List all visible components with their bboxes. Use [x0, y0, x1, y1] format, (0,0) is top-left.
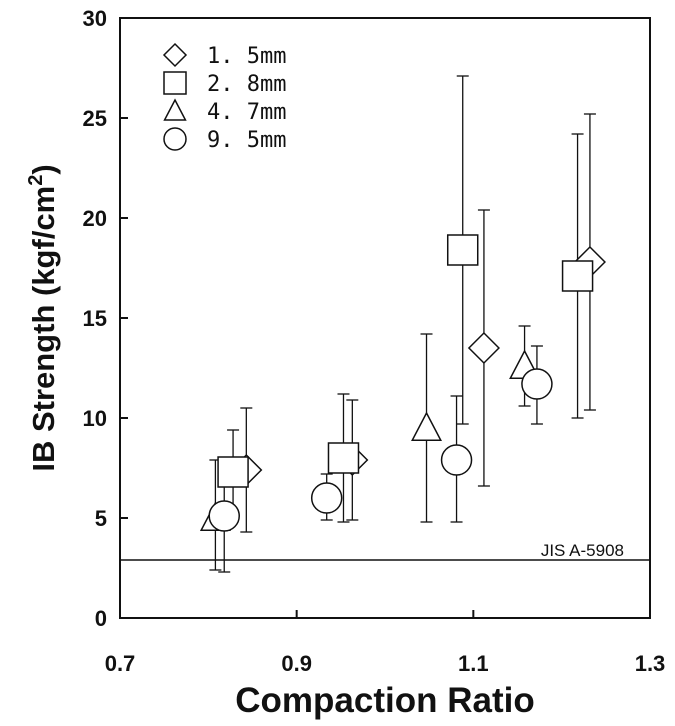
- data-point-9-5mm: [310, 482, 343, 514]
- y-axis-title-main: IB Strength (kgf/cm: [26, 186, 61, 472]
- y-tick-label: 25: [83, 106, 107, 131]
- y-tick-label: 5: [95, 506, 107, 531]
- data-markers: [199, 234, 606, 532]
- legend-label-2-8mm: 2. 8mm: [207, 72, 286, 97]
- y-tick-label: 10: [83, 406, 107, 431]
- data-point-9-5mm: [440, 444, 473, 476]
- x-axis-title: Compaction Ratio: [235, 681, 534, 720]
- jis-reference-label: JIS A-5908: [541, 541, 624, 560]
- legend-label-4-7mm: 4. 7mm: [207, 100, 286, 125]
- y-tick-label: 20: [83, 206, 107, 231]
- data-point-4-7mm: [411, 411, 443, 442]
- legend-marker-1-5mm: [162, 42, 188, 68]
- x-tick-label: 1.3: [635, 651, 666, 676]
- legend-label-9-5mm: 9. 5mm: [207, 128, 286, 153]
- y-axis: 0 5 10 15 20 25 30: [83, 6, 128, 631]
- y-axis-title-superscript: 2: [25, 175, 47, 186]
- x-tick-label: 0.9: [281, 651, 312, 676]
- legend-marker-9-5mm: [163, 127, 187, 151]
- y-tick-label: 30: [83, 6, 107, 31]
- plot-frame: [119, 17, 651, 619]
- x-tick-label: 1.1: [458, 651, 489, 676]
- x-axis: 0.7 0.9 1.1 1.3: [105, 610, 666, 676]
- reference-group: JIS A-5908: [120, 541, 650, 561]
- x-tick-label: 0.7: [105, 651, 136, 676]
- y-axis-title: IB Strength (kgf/cm2): [25, 164, 61, 471]
- y-tick-label: 15: [83, 306, 107, 331]
- legend-marker-2-8mm: [163, 71, 187, 95]
- data-point-2-8mm: [217, 456, 249, 488]
- legend-label-1-5mm: 1. 5mm: [207, 44, 286, 69]
- data-point-2-8mm: [446, 234, 479, 266]
- y-tick-label: 0: [95, 606, 107, 631]
- data-point-1-5mm: [467, 331, 500, 365]
- data-point-2-8mm: [327, 442, 360, 474]
- legend: 1. 5mm 2. 8mm 4. 7mm 9. 5mm: [162, 42, 286, 153]
- data-point-9-5mm: [208, 500, 240, 532]
- legend-marker-4-7mm: [163, 98, 187, 121]
- data-point-9-5mm: [521, 368, 553, 400]
- data-point-2-8mm: [561, 260, 594, 292]
- y-axis-title-end: ): [26, 164, 61, 174]
